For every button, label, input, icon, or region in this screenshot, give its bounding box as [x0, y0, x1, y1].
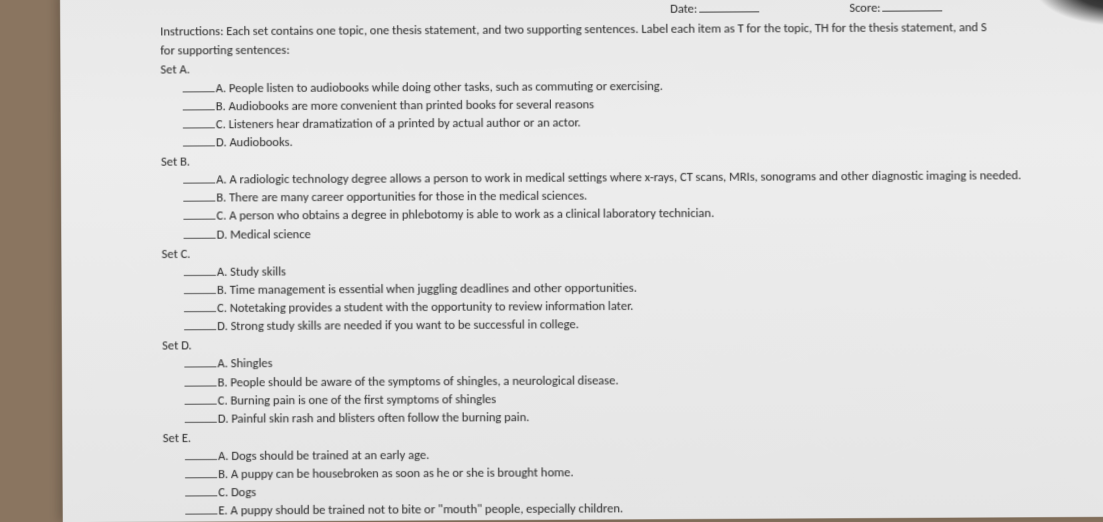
item-text: D. Audiobooks.: [216, 134, 293, 153]
item-text: A. Dogs should be trained at an early ag…: [218, 447, 429, 466]
item-text: B. Time management is essential when jug…: [217, 280, 637, 300]
worksheet-page: Date: Score: Instructions: Each set cont…: [60, 0, 1103, 522]
answer-blank: [184, 357, 216, 368]
answer-blank: [185, 467, 217, 478]
answer-blank: [184, 319, 216, 330]
answer-blank: [183, 81, 215, 92]
answer-blank: [185, 449, 217, 460]
item-text: A. Study skills: [217, 263, 286, 282]
date-field: Date:: [670, 0, 759, 19]
answer-blank: [183, 227, 215, 238]
item-text: A. Shingles: [217, 355, 272, 374]
score-label: Score:: [849, 1, 880, 16]
item-text: D. Painful skin rash and blisters often …: [218, 409, 530, 429]
item-text: D. Medical science: [217, 226, 311, 245]
answer-blank: [184, 375, 216, 386]
answer-blank: [185, 393, 217, 404]
answer-blank: [183, 117, 215, 128]
item-text: B. Audiobooks are more convenient than p…: [216, 96, 595, 116]
answer-blank: [184, 301, 216, 312]
score-field: Score:: [849, 0, 943, 18]
item-text: B. People should be aware of the symptom…: [218, 372, 619, 392]
item-text: C. Listeners hear dramatization of a pri…: [216, 114, 581, 134]
answer-blank: [183, 209, 215, 220]
answer-blank: [183, 99, 215, 110]
answer-blank: [184, 265, 216, 276]
date-label: Date:: [670, 2, 697, 17]
item-text: C. Notetaking provides a student with th…: [217, 298, 633, 318]
answer-blank: [183, 191, 215, 202]
answer-blank: [183, 135, 215, 146]
answer-blank: [185, 504, 217, 515]
item-text: A. People listen to audiobooks while doi…: [216, 77, 663, 97]
item-text: C. Dogs: [218, 484, 256, 502]
item-text: C. Burning pain is one of the first symp…: [218, 391, 497, 411]
item-text: E. A puppy should be trained not to bite…: [218, 501, 623, 521]
item-text: D. Strong study skills are needed if you…: [217, 316, 579, 336]
score-blank: [883, 0, 943, 12]
item-text: B. A puppy can be housebroken as soon as…: [218, 464, 573, 484]
item-text: C. A person who obtains a degree in phle…: [216, 205, 714, 226]
answer-blank: [185, 411, 217, 422]
answer-blank: [185, 485, 217, 496]
answer-blank: [183, 173, 215, 184]
answer-blank: [184, 283, 216, 294]
date-blank: [699, 0, 759, 12]
header-row: Date: Score:: [580, 0, 1093, 19]
item-text: B. There are many career opportunities f…: [216, 188, 587, 208]
